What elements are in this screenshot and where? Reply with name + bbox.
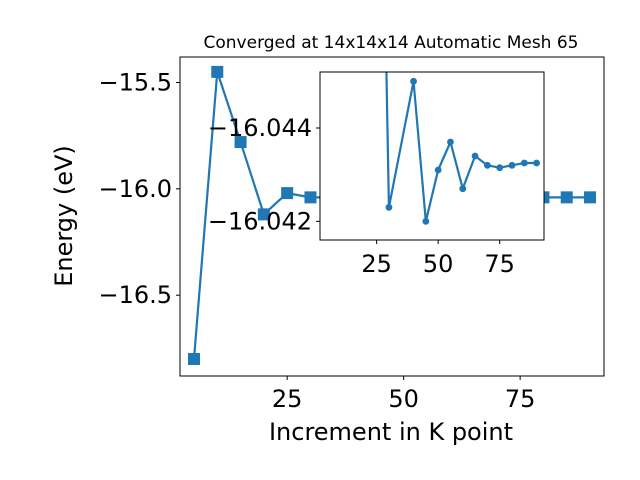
inset-x-tick-label: 75 bbox=[484, 250, 515, 278]
main-data-point bbox=[560, 191, 573, 204]
main-y-tick-label: −15.5 bbox=[98, 69, 172, 97]
inset-x-tick-label: 50 bbox=[423, 250, 454, 278]
inset-data-point bbox=[385, 203, 393, 211]
inset-y-tick-label: −16.042 bbox=[208, 207, 312, 235]
main-y-tick-label: −16.5 bbox=[98, 281, 172, 309]
chart-title: Converged at 14x14x14 Automatic Mesh 65 bbox=[204, 33, 579, 53]
inset-y-tick-label: −16.044 bbox=[208, 114, 312, 142]
main-data-point bbox=[234, 136, 247, 149]
main-axes-frame bbox=[179, 56, 605, 377]
inset-data-point bbox=[533, 159, 541, 167]
main-data-point bbox=[584, 191, 597, 204]
main-x-tick-label: 25 bbox=[272, 385, 303, 413]
inset-data-point bbox=[422, 217, 430, 225]
main-data-point bbox=[281, 187, 294, 200]
main-data-point bbox=[257, 208, 270, 221]
x-axis-label: Increment in K point bbox=[269, 418, 513, 446]
inset-plot: 25 50 75 −16.044 −16.042 bbox=[208, 71, 545, 278]
inset-data-point bbox=[496, 164, 504, 172]
inset-data-point bbox=[471, 152, 479, 160]
inset-data-point bbox=[447, 138, 454, 146]
inset-data-point bbox=[520, 159, 528, 167]
inset-data-point bbox=[410, 77, 417, 85]
inset-background bbox=[320, 72, 544, 240]
inset-data-point bbox=[459, 185, 467, 193]
main-y-tick-label: −16.0 bbox=[98, 175, 172, 203]
main-x-tick-label: 75 bbox=[505, 385, 536, 413]
y-axis-label: Energy (eV) bbox=[50, 145, 78, 287]
inset-x-tick-label: 25 bbox=[361, 250, 392, 278]
inset-data-point bbox=[508, 161, 516, 169]
main-data-point bbox=[187, 352, 200, 365]
main-data-point bbox=[304, 191, 317, 204]
inset-data-point bbox=[483, 161, 491, 169]
inset-data-point bbox=[434, 166, 442, 174]
inset-axes-frame bbox=[319, 71, 545, 241]
main-x-tick-label: 50 bbox=[388, 385, 419, 413]
main-data-point bbox=[211, 65, 224, 78]
